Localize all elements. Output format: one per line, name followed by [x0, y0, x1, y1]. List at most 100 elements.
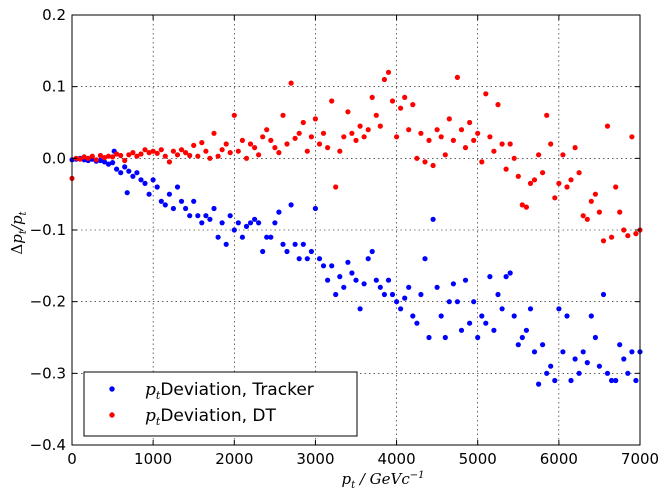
tracker-point	[475, 334, 481, 341]
tracker-point	[471, 299, 477, 305]
tracker-point	[174, 184, 181, 190]
tracker-point	[609, 377, 615, 384]
dt-point	[369, 94, 375, 100]
dt-point	[333, 184, 339, 190]
dt-point	[142, 147, 148, 153]
dt-point	[207, 155, 213, 161]
tracker-point	[142, 180, 148, 186]
dt-point	[540, 170, 546, 176]
dt-point	[576, 170, 582, 176]
tracker-point	[207, 216, 213, 222]
dt-point	[252, 145, 258, 151]
tracker-point	[507, 270, 513, 276]
dt-point	[556, 180, 562, 186]
dt-point	[536, 152, 542, 158]
dt-point	[81, 154, 87, 160]
dt-point	[134, 153, 140, 159]
tracker-point	[414, 320, 420, 326]
dt-point	[418, 130, 424, 136]
dt-point	[552, 195, 558, 201]
x-tick-label: 5000	[459, 450, 497, 468]
dt-point	[211, 130, 217, 136]
tracker-point	[211, 205, 217, 212]
tracker-point	[588, 313, 594, 319]
tracker-point	[519, 334, 525, 341]
dt-point	[434, 127, 440, 133]
y-tick-label: 0.1	[42, 78, 66, 96]
tracker-point	[231, 227, 237, 233]
dt-point	[467, 119, 473, 126]
tracker-point	[487, 274, 493, 280]
dt-point	[507, 141, 513, 147]
tracker-point	[596, 363, 603, 369]
dt-point	[483, 91, 489, 97]
dt-point	[471, 137, 477, 143]
dt-point	[406, 127, 412, 133]
dt-point	[454, 74, 460, 80]
tracker-point	[499, 306, 505, 312]
tracker-point	[296, 256, 302, 262]
x-tick-label: 3000	[296, 450, 334, 468]
tracker-point	[122, 164, 128, 170]
tracker-point	[252, 216, 258, 222]
dt-point	[191, 142, 197, 148]
dt-point	[126, 152, 132, 158]
tracker-point	[511, 313, 517, 319]
dt-point	[572, 145, 578, 151]
tracker-point	[353, 277, 359, 283]
tracker-point	[158, 198, 164, 204]
dt-point	[568, 177, 574, 183]
tracker-point	[150, 177, 156, 183]
dt-point	[243, 155, 250, 161]
tracker-point	[377, 284, 383, 290]
tracker-point	[276, 209, 282, 215]
dt-point	[280, 112, 286, 118]
tracker-point	[292, 241, 298, 247]
tracker-point	[166, 191, 172, 197]
tracker-point	[203, 213, 209, 219]
tracker-point	[625, 370, 631, 376]
tracker-point	[613, 377, 619, 384]
dt-point	[312, 116, 318, 122]
dt-point	[231, 112, 237, 118]
tracker-point	[515, 342, 521, 348]
dt-point	[426, 137, 432, 143]
dt-point	[442, 152, 448, 158]
y-tick-label: 0.0	[42, 149, 66, 167]
tracker-point	[341, 284, 347, 290]
dt-point	[617, 209, 623, 215]
dt-point	[178, 147, 185, 153]
tracker-point	[284, 248, 290, 255]
tracker-point	[329, 263, 335, 269]
tracker-point	[114, 166, 120, 172]
tracker-point	[105, 161, 112, 167]
dt-point	[288, 80, 294, 86]
dt-point	[223, 141, 229, 147]
tracker-point	[223, 241, 229, 247]
y-axis-label: Δpt/pt	[8, 210, 29, 254]
dt-point	[93, 157, 99, 163]
dt-point	[398, 105, 404, 111]
dt-point	[503, 166, 509, 172]
dt-point	[199, 140, 205, 146]
dt-point	[515, 173, 521, 179]
dt-point	[215, 153, 221, 159]
dt-point	[357, 123, 363, 129]
dt-point	[304, 148, 310, 154]
dt-point	[609, 234, 615, 240]
dt-point	[588, 198, 594, 204]
tracker-point	[446, 299, 452, 305]
dt-point	[495, 102, 501, 108]
dt-point	[580, 213, 586, 219]
tracker-point	[592, 334, 599, 341]
tracker-point	[621, 356, 627, 362]
tracker-point	[548, 363, 554, 369]
dt-point	[183, 150, 189, 156]
series-1	[69, 69, 643, 244]
dt-point	[499, 141, 505, 147]
tracker-point	[369, 248, 375, 255]
tracker-point	[146, 191, 152, 197]
tracker-point	[450, 281, 456, 287]
tracker-point	[560, 349, 566, 355]
dt-point	[531, 177, 538, 183]
